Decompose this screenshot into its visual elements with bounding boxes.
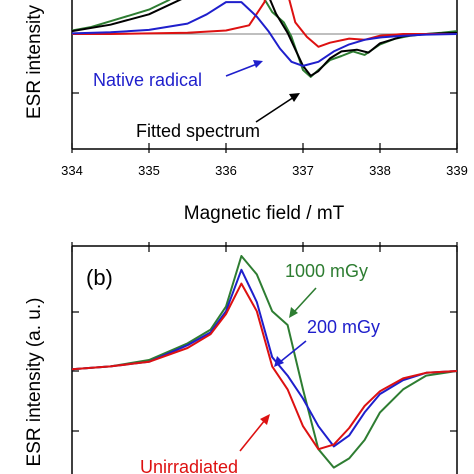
panel-a-xlabel: Magnetic field / mT xyxy=(184,203,345,224)
panel-a-xtick-label: 337 xyxy=(292,163,314,178)
arrowhead-200-mgy xyxy=(274,356,284,367)
arrow-1000-mgy xyxy=(293,287,317,313)
panel-b-xticks xyxy=(71,242,458,252)
label-1000-mgy: 1000 mGy xyxy=(285,261,368,281)
native-radical-arrow xyxy=(225,63,258,77)
panel-a-xtick-label: 334 xyxy=(61,163,83,178)
panel-a: 334 335 336 337 338 339 ESR intensity Magneti… xyxy=(24,0,468,224)
fitted-spectrum-arrow xyxy=(255,96,295,123)
panel-a-series-1 xyxy=(72,0,457,77)
native-radical-label: Native radical xyxy=(93,70,202,90)
label-200-mgy: 200 mGy xyxy=(307,317,380,337)
fitted-spectrum-arrowhead xyxy=(289,93,300,102)
panel-a-xtick-label: 336 xyxy=(215,163,237,178)
panel-b-series xyxy=(72,255,457,469)
panel-a-xticks: 334 335 336 337 338 339 xyxy=(61,143,468,178)
label-unirradiated: Unirradiated xyxy=(140,457,238,474)
panel-b-ylabel: ESR intensity (a. u.) xyxy=(24,298,45,467)
arrowhead-unirradiated xyxy=(260,414,270,425)
panel-b-series-2 xyxy=(72,282,457,451)
panel-a-ylabel: ESR intensity xyxy=(24,4,45,119)
panel-a-series-3 xyxy=(72,1,457,67)
panel-b: (b) ESR intensity (a. u.) 1000 mGy 200 m… xyxy=(24,242,458,474)
panel-a-xtick-label: 338 xyxy=(369,163,391,178)
panel-b-series-1 xyxy=(72,268,457,448)
panel-b-series-0 xyxy=(72,255,457,469)
arrow-200-mgy xyxy=(279,340,307,363)
panel-a-series xyxy=(72,0,457,78)
panel-a-xtick-label: 335 xyxy=(138,163,160,178)
fitted-spectrum-label: Fitted spectrum xyxy=(136,121,260,141)
panel-a-series-2 xyxy=(72,0,457,48)
panel-a-xtick-label: 339 xyxy=(446,163,468,178)
arrowhead-1000-mgy xyxy=(289,307,298,318)
panel-b-label: (b) xyxy=(86,265,113,290)
arrow-unirradiated xyxy=(239,419,266,452)
native-radical-arrowhead xyxy=(253,60,263,68)
